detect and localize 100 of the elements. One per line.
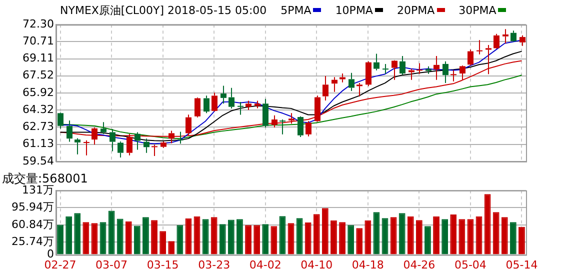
- bar: [160, 231, 166, 254]
- candlestick: [314, 95, 320, 122]
- y-tick-label: 59.54: [22, 154, 54, 168]
- bar: [245, 225, 252, 254]
- candlestick: [246, 100, 252, 110]
- bar: [398, 213, 406, 254]
- bar: [510, 222, 516, 254]
- bar: [492, 212, 500, 254]
- candlestick: [348, 72, 354, 92]
- bar: [407, 216, 414, 254]
- y-tick-label: 60.84万: [12, 218, 54, 231]
- candlestick: [100, 122, 106, 134]
- bar: [304, 222, 312, 254]
- bar: [458, 219, 466, 254]
- bar: [296, 218, 303, 254]
- bar: [416, 220, 422, 254]
- bar: [100, 222, 106, 254]
- y-tick-label: 61.13: [22, 137, 54, 150]
- x-tick-label: 03-23: [198, 258, 230, 272]
- bar: [313, 214, 320, 254]
- candlestick: [520, 34, 526, 46]
- bar: [210, 217, 218, 254]
- bar: [91, 223, 98, 254]
- bar: [364, 220, 372, 254]
- bar: [151, 220, 158, 254]
- bar: [373, 212, 380, 254]
- candlestick: [460, 66, 466, 80]
- candlestick: [332, 76, 338, 92]
- candlestick: [340, 72, 346, 83]
- bar: [168, 241, 175, 254]
- bar: [279, 216, 286, 254]
- candlestick: [84, 140, 90, 156]
- legend-label: 10PMA: [335, 4, 373, 16]
- candlestick: [74, 138, 80, 155]
- bar: [484, 194, 491, 254]
- candlestick: [416, 62, 422, 74]
- y-tick-label: 65.92: [22, 86, 54, 99]
- y-tick-label: 62.73: [22, 120, 54, 134]
- bar: [82, 222, 90, 254]
- bar: [57, 224, 64, 254]
- x-tick-label: 04-18: [352, 258, 384, 272]
- bar: [382, 218, 388, 254]
- candlestick: [356, 82, 362, 97]
- y-tick-label: 131万: [22, 183, 54, 196]
- bar: [322, 208, 328, 254]
- bar: [356, 228, 363, 254]
- bar: [74, 213, 81, 254]
- y-tick-label: 69.11: [22, 52, 54, 65]
- candlestick: [476, 40, 482, 55]
- bar: [66, 216, 72, 254]
- candlestick: [468, 49, 474, 66]
- candlestick: [66, 120, 72, 142]
- candlestick: [288, 112, 294, 124]
- bar: [288, 223, 294, 254]
- bar: [270, 226, 278, 254]
- candlestick: [374, 53, 380, 71]
- bar: [330, 220, 337, 254]
- candlestick: [58, 113, 64, 130]
- candlestick: [262, 98, 268, 128]
- candlestick: [220, 85, 226, 104]
- candlestick: [238, 102, 244, 116]
- candlestick: [152, 144, 158, 157]
- candlestick: [322, 76, 328, 102]
- y-tick-label: 25.74万: [12, 235, 54, 248]
- candlestick: [298, 117, 304, 138]
- y-tick-label: 70.71: [22, 34, 54, 48]
- x-tick-label: 05-04: [454, 258, 486, 272]
- bar: [518, 226, 525, 254]
- legend-label: 20PMA: [396, 4, 435, 16]
- candlestick: [118, 140, 124, 158]
- bar: [228, 220, 234, 254]
- candlestick: [134, 132, 140, 150]
- y-tick-label: 72.30: [22, 17, 54, 30]
- x-tick-label: 03-15: [146, 258, 179, 272]
- candlestick: [144, 138, 150, 154]
- bar: [424, 226, 431, 254]
- legend-label: 30PMA: [458, 4, 496, 16]
- candlestick: [178, 131, 184, 144]
- bar: [202, 219, 209, 254]
- candlestick: [510, 30, 516, 42]
- bar: [348, 225, 354, 254]
- y-tick-label: 0: [47, 248, 54, 261]
- bar: [339, 222, 346, 254]
- bar: [219, 224, 226, 254]
- x-tick-label: 04-26: [403, 258, 436, 272]
- legend-label: 5PMA: [280, 4, 312, 16]
- bar: [134, 226, 140, 254]
- candlestick: [254, 100, 260, 109]
- candlestick: [280, 118, 286, 135]
- y-tick-label: 95.94万: [12, 200, 54, 214]
- bar: [142, 217, 149, 254]
- x-tick-label: 03-07: [96, 258, 128, 272]
- chart-title: 成交量:568001: [2, 171, 88, 186]
- candlestick: [434, 56, 440, 80]
- bar: [262, 224, 269, 254]
- candlestick: [382, 63, 388, 74]
- y-tick-label: 64.32: [22, 103, 54, 116]
- bar: [390, 217, 397, 254]
- bar: [116, 218, 124, 254]
- bar: [185, 218, 192, 254]
